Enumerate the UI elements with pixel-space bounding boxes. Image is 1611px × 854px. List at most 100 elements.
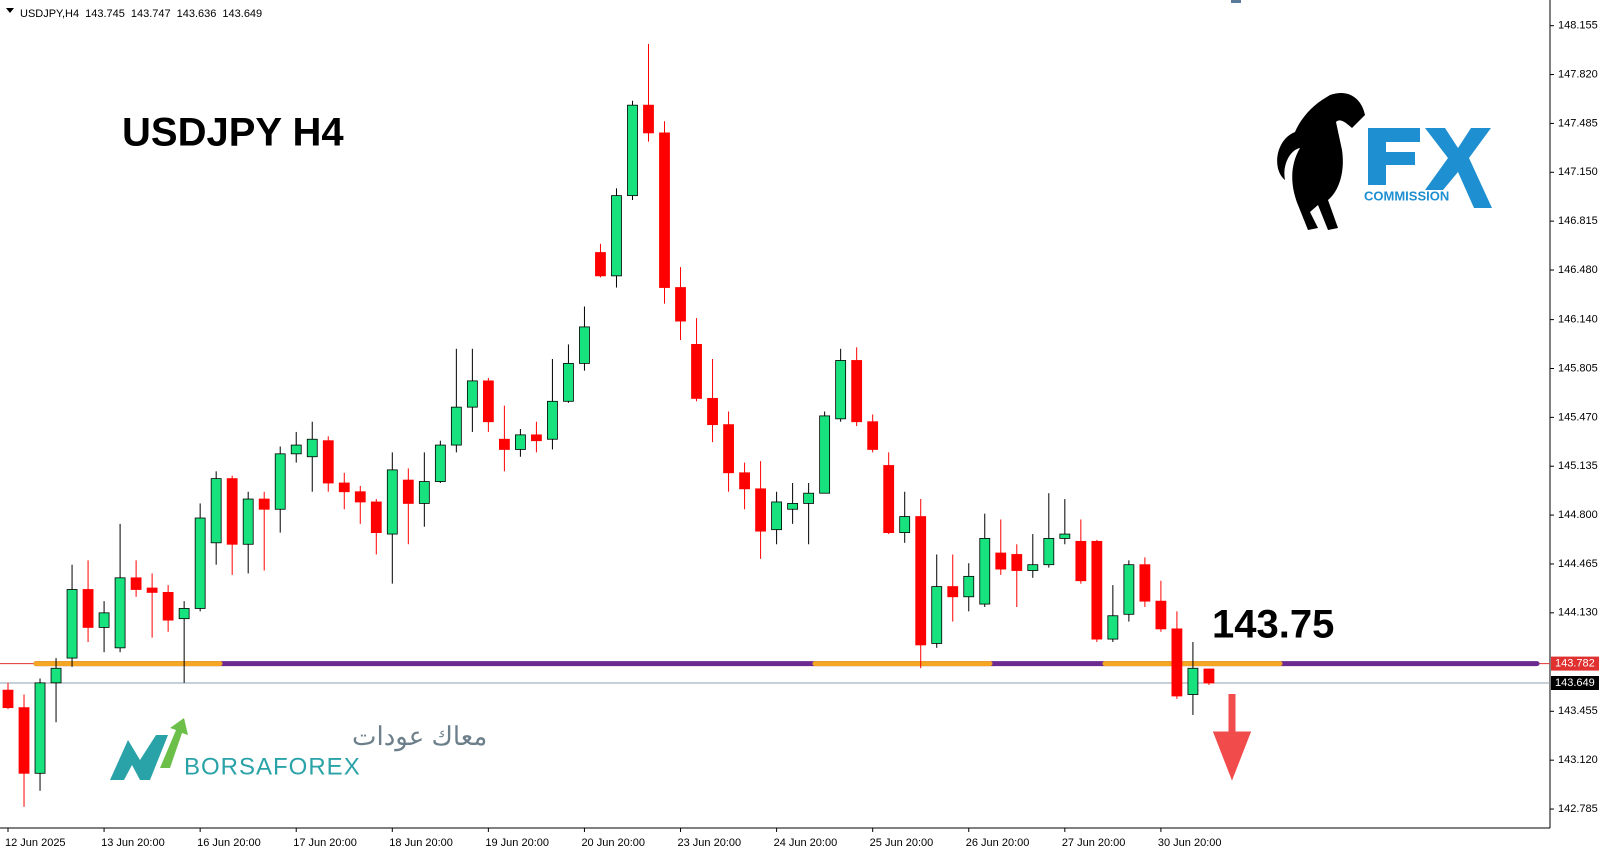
candle-body [947,586,959,598]
candle-body [450,406,462,446]
x-tick-label: 19 Jun 20:00 [485,837,549,849]
y-tick-label: 145.135 [1558,460,1598,472]
logo-arabic: معاك عودات [352,721,487,752]
level-price-label: 143.782 [1555,658,1595,670]
candle-body [771,501,783,531]
candle-body [482,380,494,423]
y-tick-label: 145.805 [1558,362,1598,374]
header-value: 143.745 [85,8,125,20]
candle-body [1027,564,1039,571]
candle-body [883,465,895,533]
x-tick-label: 20 Jun 20:00 [581,837,645,849]
candle-body [819,415,831,494]
level-price-box [1551,656,1599,671]
candle-body [34,682,46,774]
candle-body [835,360,847,420]
candle-body [563,362,574,402]
candle-body [2,689,14,709]
header: USDJPY,H4 143.745 143.747 143.636 143.649 [20,8,262,20]
candle-body [611,195,622,277]
y-tick-label: 147.820 [1558,68,1598,80]
header-value: 143.747 [131,8,171,20]
candle-body [194,517,206,609]
y-tick-label: 142.785 [1558,803,1598,815]
candle-body [1187,667,1199,695]
candle-body [354,491,366,503]
y-tick-label: 144.130 [1558,607,1598,619]
candle-body [386,469,398,535]
scroll-marker[interactable] [1231,0,1241,3]
candle-body [1043,538,1055,566]
x-tick-label: 12 Jun 2025 [5,837,66,849]
candle-body [114,577,126,649]
y-tick-label: 143.455 [1558,705,1598,717]
y-tick-label: 148.155 [1558,20,1598,32]
candle-body [691,344,702,399]
y-tick-label: 146.140 [1558,314,1598,326]
x-tick-label: 27 Jun 20:00 [1062,837,1126,849]
candle-body [867,421,879,450]
candle-body [162,592,174,621]
candle-body [531,434,542,442]
logo-mark [110,735,168,780]
candle-body [627,104,638,197]
candle-body [579,326,590,364]
candle-body [723,424,734,474]
candle-body [402,479,414,504]
candle-body [178,608,190,620]
x-tick-label: 24 Jun 20:00 [774,837,838,849]
candle-body [98,612,110,628]
x-tick-label: 18 Jun 20:00 [389,837,453,849]
candle-body [50,667,62,684]
candle-body [1091,540,1103,640]
candle-body [82,589,94,628]
y-tick-label: 146.480 [1558,264,1598,276]
candle-body [931,586,943,644]
fx-f [1368,128,1420,185]
last-price-box [1551,675,1599,690]
candle-body [995,552,1007,570]
x-tick-label: 25 Jun 20:00 [870,837,934,849]
y-tick-label: 143.120 [1558,754,1598,766]
y-tick-label: 147.150 [1558,166,1598,178]
menu-triangle[interactable] [6,8,14,13]
x-tick-label: 30 Jun 20:00 [1158,837,1222,849]
candle-body [739,472,750,490]
candle-body [466,380,478,408]
candle-body [1107,615,1119,640]
candle-body [851,360,863,423]
candle-body [595,252,606,277]
logo-text: BORSAFOREX [184,753,361,780]
candle-body [707,397,718,426]
candle-body [306,438,318,458]
candle-body [66,589,78,659]
y-tick-label: 144.465 [1558,558,1598,570]
header-symbol: USDJPY,H4 [20,8,79,20]
y-tick-label: 147.485 [1558,117,1598,129]
down-arrow [1212,694,1252,781]
candle-body [226,478,238,545]
candle-body [515,434,526,450]
candle-body [1171,628,1183,697]
candle-body [210,478,222,544]
horse-icon [1277,92,1365,230]
candle-body [338,482,350,493]
candle-body [1075,540,1087,582]
candle-body [1011,554,1023,571]
candle-body [915,516,927,646]
x-tick-label: 26 Jun 20:00 [966,837,1030,849]
candle-body [787,503,799,510]
header-value: 143.649 [222,8,262,20]
y-tick-label: 145.470 [1558,411,1598,423]
annotation: 143.75 [1212,603,1334,647]
logo-sub: COMMISSION [1364,188,1449,203]
y-tick-label: 146.815 [1558,215,1598,227]
candle-body [675,287,686,322]
candle-body [498,438,510,450]
x-tick-label: 23 Jun 20:00 [678,837,742,849]
candle-body [18,707,30,774]
chart-title: USDJPY H4 [122,111,344,155]
candle-body [979,538,991,605]
x-tick-label: 16 Jun 20:00 [197,837,261,849]
